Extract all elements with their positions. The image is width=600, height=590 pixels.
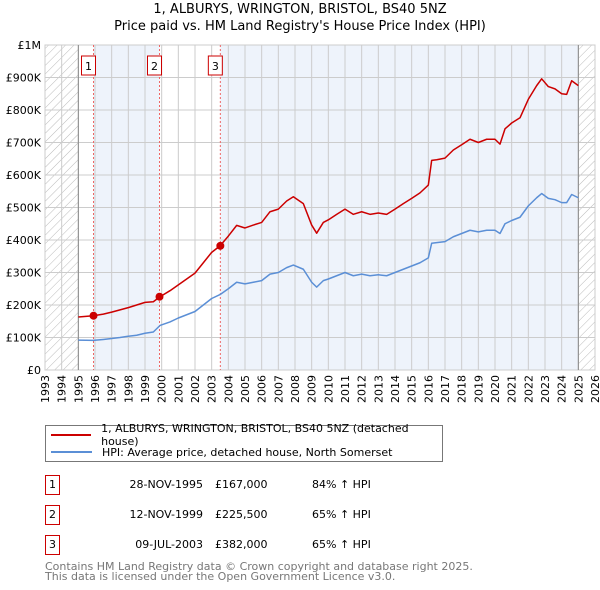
x-tick-label: 1996 [89, 375, 102, 403]
x-tick-label: 2011 [339, 375, 352, 403]
series-line [78, 192, 579, 342]
x-tick-label: 1997 [106, 375, 119, 403]
y-tick-label: £100K [6, 332, 42, 345]
sale-price: £382,000 [215, 538, 268, 551]
footer-copyright: Contains HM Land Registry data © Crown c… [45, 560, 473, 573]
sale-point [216, 241, 225, 250]
x-tick-label: 1999 [139, 375, 152, 403]
x-tick-label: 2013 [372, 375, 385, 403]
sale-number: 3 [45, 535, 60, 555]
x-tick-label: 1998 [122, 375, 135, 403]
price-chart: 1993 1994 1995 1996 1997 1998 1999 2000 2001 2002… [6, 39, 600, 403]
x-tick-label: 2019 [472, 375, 485, 403]
sale-point [155, 292, 164, 301]
y-tick-label: £200K [6, 299, 42, 312]
x-tick-label: 1993 [39, 375, 52, 403]
chart-title: 1, ALBURYS, WRINGTON, BRISTOL, BS40 5NZ [153, 2, 447, 17]
sale-marker-label: 3 [212, 60, 219, 73]
sale-number: 1 [45, 475, 60, 495]
sale-marker-box [147, 55, 162, 76]
footer-licence: This data is licensed under the Open Gov… [45, 570, 396, 583]
sale-date: 09-JUL-2003 [135, 538, 203, 551]
x-tick-label: 2025 [572, 375, 585, 403]
sale-marker-box [207, 55, 223, 76]
x-tick-label: 2007 [272, 375, 285, 403]
chart-subtitle: Price paid vs. HM Land Registry's House … [114, 19, 486, 34]
sale-row: 1 28-NOV-1995 £167,000 84% ↑ HPI [45, 475, 465, 495]
plot-border [44, 44, 596, 371]
x-tick-label: 2026 [589, 375, 600, 403]
sale-marker-label: 2 [151, 60, 158, 73]
x-tick-label: 1995 [72, 375, 85, 403]
sale-row: 3 09-JUL-2003 £382,000 65% ↑ HPI [45, 535, 465, 555]
x-tick-label: 2008 [289, 375, 302, 403]
legend-hpi-label: HPI: Average price, detached house, Nort… [102, 445, 393, 459]
sale-point [89, 311, 98, 320]
sale-number: 2 [45, 505, 60, 525]
x-tick-label: 2005 [239, 375, 252, 403]
x-tick-label: 2016 [422, 375, 435, 403]
x-tick-label: 2015 [406, 375, 419, 403]
sale-row: 2 12-NOV-1999 £225,500 65% ↑ HPI [45, 505, 465, 525]
x-tick-label: 2003 [206, 375, 219, 403]
x-tick-label: 2004 [222, 375, 235, 403]
x-tick-label: 2020 [489, 375, 502, 403]
x-tick-label: 2001 [172, 375, 185, 403]
x-tick-label: 2024 [556, 375, 569, 403]
x-tick-label: 2010 [322, 375, 335, 403]
sale-marker-box [81, 55, 96, 76]
x-tick-label: 2014 [389, 375, 402, 403]
x-tick-label: 2018 [456, 375, 469, 403]
legend-property-label: 1, ALBURYS, WRINGTON, BRISTOL, BS40 5NZ … [101, 422, 409, 448]
y-tick-label: £900K [6, 72, 42, 85]
x-tick-label: 2000 [156, 375, 169, 403]
y-tick-label: £800K [6, 104, 42, 117]
legend: 1, ALBURYS, WRINGTON, BRISTOL, BS40 5NZ … [45, 422, 443, 462]
x-tick-label: 2022 [522, 375, 535, 403]
sale-price: £225,500 [215, 508, 268, 521]
x-tick-label: 2006 [256, 375, 269, 403]
y-tick-label: £600K [6, 169, 42, 182]
x-tick-label: 2012 [356, 375, 369, 403]
y-tick-label: £1M [18, 39, 42, 52]
sale-hpi-change: 65% ↑ HPI [312, 538, 371, 551]
sale-marker-label: 1 [85, 60, 92, 73]
x-tick-label: 2002 [189, 375, 202, 403]
legend-property-line [51, 434, 92, 436]
sale-price: £167,000 [215, 478, 268, 491]
series-line [78, 78, 579, 318]
x-tick-label: 2021 [506, 375, 519, 403]
x-tick-label: 2017 [439, 375, 452, 403]
y-tick-label: £400K [6, 234, 42, 247]
y-tick-label: £700K [6, 137, 42, 150]
legend-hpi-line [51, 451, 92, 453]
x-tick-label: 1994 [56, 375, 69, 403]
y-tick-label: £300K [6, 267, 42, 280]
x-tick-label: 2023 [539, 375, 552, 403]
y-tick-label: £0 [27, 364, 41, 377]
sale-date: 28-NOV-1995 [129, 478, 203, 491]
y-tick-label: £500K [6, 202, 42, 215]
sale-hpi-change: 65% ↑ HPI [312, 508, 371, 521]
x-tick-label: 2009 [306, 375, 319, 403]
sale-date: 12-NOV-1999 [129, 508, 203, 521]
sale-hpi-change: 84% ↑ HPI [312, 478, 371, 491]
